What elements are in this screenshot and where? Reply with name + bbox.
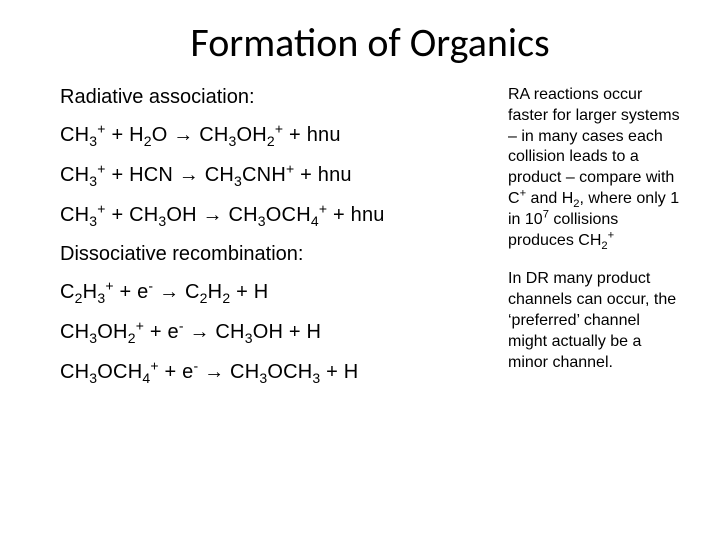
right-column: RA reactions occur faster for larger sys… <box>508 85 680 399</box>
left-column: Radiative association: CH3+ + H2O → CH3O… <box>60 85 480 399</box>
equation-1: CH3+ + H2O → CH3OH2+ + hnu <box>60 122 480 148</box>
equation-6: CH3OCH4+ + e- → CH3OCH3 + H <box>60 359 480 385</box>
equation-3: CH3+ + CH3OH → CH3OCH4+ + hnu <box>60 202 480 228</box>
equation-5: CH3OH2+ + e- → CH3OH + H <box>60 319 480 345</box>
content-columns: Radiative association: CH3+ + H2O → CH3O… <box>60 85 680 399</box>
section-radiative: Radiative association: <box>60 85 480 110</box>
section-dissociative: Dissociative recombination: <box>60 242 480 267</box>
slide: { "title": "Formation of Organics", "lef… <box>0 0 720 540</box>
paragraph-dr: In DR many product channels can occur, t… <box>508 269 680 373</box>
slide-title: Formation of Organics <box>60 18 680 67</box>
equation-4: C2H3+ + e- → C2H2 + H <box>60 279 480 305</box>
paragraph-ra: RA reactions occur faster for larger sys… <box>508 85 680 251</box>
equation-2: CH3+ + HCN → CH3CNH+ + hnu <box>60 162 480 188</box>
